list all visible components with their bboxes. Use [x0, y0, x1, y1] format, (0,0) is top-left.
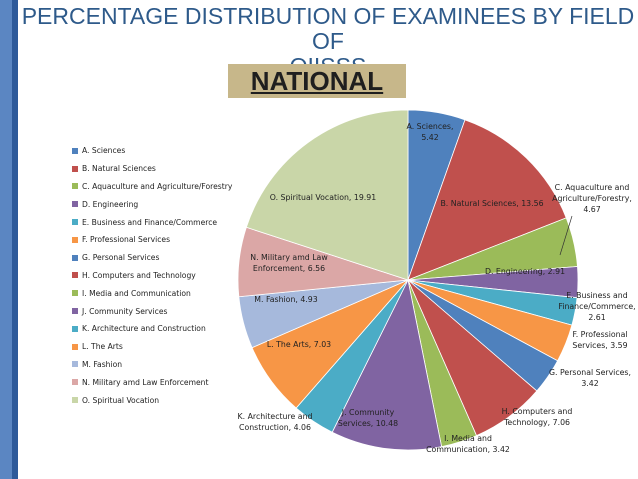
legend-label: H. Computers and Technology	[82, 270, 196, 280]
legend-item-e: E. Business and Finance/Commerce	[72, 213, 232, 231]
legend-label: F. Professional Services	[82, 235, 171, 245]
legend-swatch	[72, 379, 78, 386]
data-label-l: L. The Arts, 7.03	[267, 340, 331, 349]
subtitle-box: NATIONAL	[228, 64, 406, 98]
legend-label: I. Media and Communication	[82, 288, 191, 298]
data-label-i: I. Media and Communication, 3.42	[426, 434, 510, 454]
legend-label: G. Personal Services	[82, 253, 160, 263]
legend-item-o: O. Spiritual Vocation	[72, 391, 232, 409]
legend-item-i: I. Media and Communication	[72, 284, 232, 302]
legend-swatch	[72, 165, 78, 172]
pie-slice-o	[245, 109, 409, 281]
legend-label: E. Business and Finance/Commerce	[82, 217, 218, 227]
legend-item-a: A. Sciences	[72, 142, 232, 160]
legend-label: D. Engineering	[82, 199, 139, 209]
data-label-h: H. Computers and Technology, 7.06	[502, 407, 573, 427]
legend-swatch	[72, 325, 78, 332]
data-label-m: M. Fashion, 4.93	[254, 295, 317, 304]
legend-swatch	[72, 343, 78, 350]
page-title: PERCENTAGE DISTRIBUTION OF EXAMINEES BY …	[18, 4, 638, 79]
legend-swatch	[72, 147, 78, 154]
data-label-b: B. Natural Sciences, 13.56	[440, 199, 543, 208]
legend-swatch	[72, 397, 78, 404]
legend-swatch	[72, 361, 78, 368]
legend-swatch	[72, 236, 78, 243]
legend-item-l: L. The Arts	[72, 338, 232, 356]
legend-label: A. Sciences	[82, 146, 126, 156]
pie-slice-j	[331, 278, 443, 451]
legend-item-g: G. Personal Services	[72, 249, 232, 267]
leader-line-c	[559, 215, 573, 256]
legend-swatch	[72, 272, 78, 279]
data-label-a: A. Sciences, 5.42	[407, 122, 454, 142]
legend-item-c: C. Aquaculture and Agriculture/Forestry	[72, 178, 232, 196]
title-line-1: PERCENTAGE DISTRIBUTION OF EXAMINEES BY …	[21, 3, 635, 54]
legend-swatch	[72, 201, 78, 208]
legend-swatch	[72, 308, 78, 315]
data-label-g: G. Personal Services, 3.42	[549, 368, 631, 388]
slide-left-band	[0, 0, 12, 479]
legend-item-h: H. Computers and Technology	[72, 267, 232, 285]
data-label-o: O. Spiritual Vocation, 19.91	[270, 193, 376, 202]
legend-label: C. Aquaculture and Agriculture/Forestry	[82, 181, 233, 191]
data-label-n: N. Military amd Law Enforcement, 6.56	[250, 253, 328, 273]
pie-slice-b	[407, 119, 567, 281]
legend-swatch	[72, 183, 78, 190]
chart-legend: A. Sciences B. Natural Sciences C. Aquacul…	[72, 142, 232, 409]
legend-item-b: B. Natural Sciences	[72, 160, 232, 178]
data-label-d: D. Engineering, 2.91	[485, 267, 565, 276]
legend-label: J. Community Services	[82, 306, 168, 316]
legend-item-m: M. Fashion	[72, 356, 232, 374]
legend-item-k: K. Architecture and Construction	[72, 320, 232, 338]
legend-label: M. Fashion	[82, 359, 123, 369]
legend-label: O. Spiritual Vocation	[82, 395, 160, 405]
legend-swatch	[72, 254, 78, 261]
data-label-k: K. Architecture and Construction, 4.06	[238, 412, 313, 432]
data-label-f: F. Professional Services, 3.59	[572, 330, 627, 350]
legend-swatch	[72, 290, 78, 297]
slide-left-stripe	[12, 0, 18, 479]
data-label-j: J. Community Services, 10.48	[338, 408, 398, 428]
legend-label: L. The Arts	[82, 342, 123, 352]
legend-item-n: N. Military amd Law Enforcement	[72, 373, 232, 391]
legend-swatch	[72, 219, 78, 226]
legend-item-f: F. Professional Services	[72, 231, 232, 249]
legend-item-d: D. Engineering	[72, 195, 232, 213]
legend-item-j: J. Community Services	[72, 302, 232, 320]
legend-label: N. Military amd Law Enforcement	[82, 377, 209, 387]
data-label-c: C. Aquaculture and Agriculture/Forestry, 4…	[552, 183, 632, 214]
data-label-e: E. Business and Finance/Commerce, 2.61	[558, 291, 635, 322]
legend-label: B. Natural Sciences	[82, 164, 156, 174]
subtitle: NATIONAL	[250, 65, 384, 96]
legend-label: K. Architecture and Construction	[82, 324, 206, 334]
